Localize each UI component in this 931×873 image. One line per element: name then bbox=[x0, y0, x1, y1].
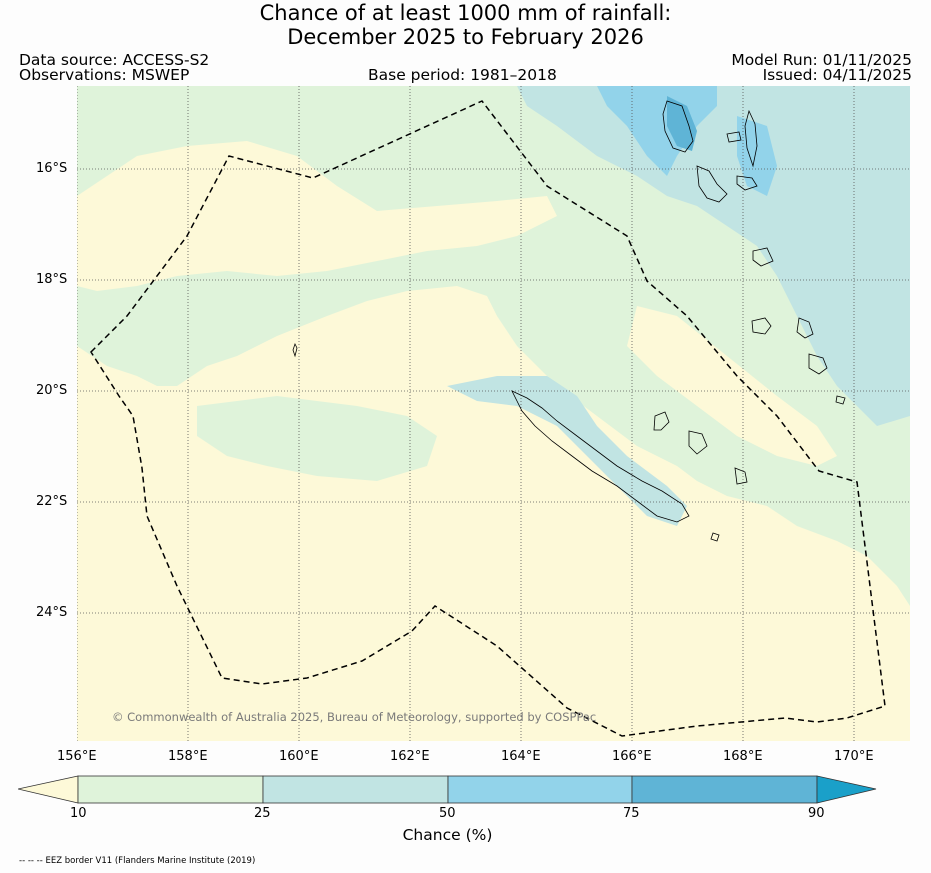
loyalty-island-2 bbox=[688, 430, 708, 455]
small-reef-island bbox=[292, 342, 298, 358]
isle-of-pines bbox=[710, 532, 720, 542]
lon-label-162e: 162°E bbox=[390, 749, 430, 764]
lon-label-160e: 160°E bbox=[279, 749, 319, 764]
vanuatu-small-1 bbox=[726, 131, 742, 143]
vanuatu-pentecost bbox=[744, 109, 758, 168]
lon-label-170e: 170°E bbox=[834, 749, 874, 764]
lat-label-18s: 18°S bbox=[36, 272, 68, 287]
colorbar-label: Chance (%) bbox=[402, 826, 493, 844]
vanuatu-ambrym bbox=[736, 175, 758, 191]
colorbar-swatch-75-90 bbox=[631, 775, 818, 804]
lat-label-24s: 24°S bbox=[36, 605, 68, 620]
lon-label-158e: 158°E bbox=[168, 749, 208, 764]
model-run-label: Model Run: 01/11/2025 bbox=[731, 51, 912, 69]
rainfall-chance-map: © Commonwealth of Australia 2025, Bureau… bbox=[77, 86, 910, 741]
colorbar-swatch-50-75 bbox=[447, 775, 633, 804]
colorbar-tick-10: 10 bbox=[70, 806, 87, 821]
coastlines bbox=[292, 100, 846, 542]
data-source-label: Data source: ACCESS-S2 bbox=[19, 51, 210, 69]
copyright-notice: © Commonwealth of Australia 2025, Bureau… bbox=[112, 710, 596, 724]
colorbar-tick-50: 50 bbox=[439, 806, 456, 821]
lat-label-22s: 22°S bbox=[36, 494, 68, 509]
issued-label: Issued: 04/11/2025 bbox=[762, 66, 912, 84]
lat-label-16s: 16°S bbox=[36, 161, 68, 176]
aneityum-island bbox=[835, 395, 846, 405]
vanuatu-small-2 bbox=[752, 247, 774, 267]
region-25-50 bbox=[447, 86, 910, 526]
colorbar-swatch-above-90 bbox=[816, 775, 877, 804]
loyalty-island-3 bbox=[734, 467, 748, 485]
vanuatu-tanna bbox=[808, 353, 828, 375]
observations-label: Observations: MSWEP bbox=[19, 66, 190, 84]
lat-label-20s: 20°S bbox=[36, 383, 68, 398]
colorbar-tick-90: 90 bbox=[808, 806, 825, 821]
colorbar-swatch-25-50 bbox=[262, 775, 449, 804]
colorbar-swatch-10-25 bbox=[77, 775, 264, 804]
lon-label-166e: 166°E bbox=[612, 749, 652, 764]
colorbar-swatch-below-10 bbox=[18, 775, 79, 804]
map-title-line1: Chance of at least 1000 mm of rainfall: bbox=[259, 1, 672, 25]
lon-label-156e: 156°E bbox=[57, 749, 97, 764]
vanuatu-malakula bbox=[696, 165, 728, 203]
colorbar bbox=[18, 775, 877, 804]
region-10-25 bbox=[77, 86, 910, 606]
lon-label-164e: 164°E bbox=[501, 749, 541, 764]
colorbar-tick-25: 25 bbox=[254, 806, 271, 821]
lon-label-168e: 168°E bbox=[723, 749, 763, 764]
region-75-90 bbox=[667, 96, 697, 151]
map-title-line2: December 2025 to February 2026 bbox=[287, 25, 644, 49]
loyalty-island-1 bbox=[653, 411, 670, 431]
eez-border bbox=[90, 100, 886, 737]
eez-footnote: -- -- -- EEZ border V11 (Flanders Marine… bbox=[19, 856, 256, 866]
colorbar-tick-75: 75 bbox=[623, 806, 640, 821]
graticule bbox=[77, 86, 910, 741]
vanuatu-espiritu-santo bbox=[662, 100, 694, 153]
base-period-label: Base period: 1981–2018 bbox=[368, 66, 557, 84]
new-caledonia-island bbox=[511, 390, 690, 523]
vanuatu-erromango bbox=[796, 317, 814, 339]
vanuatu-efate bbox=[751, 317, 772, 335]
